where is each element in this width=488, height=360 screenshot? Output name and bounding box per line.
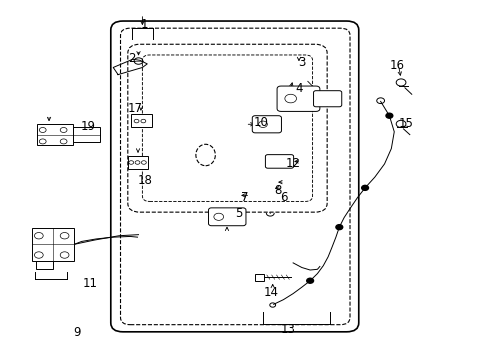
FancyBboxPatch shape [111, 21, 358, 332]
Text: 8: 8 [273, 184, 281, 197]
Text: 11: 11 [82, 277, 97, 290]
Text: 19: 19 [80, 120, 95, 133]
FancyBboxPatch shape [127, 44, 326, 212]
Circle shape [335, 225, 342, 230]
Bar [255, 274, 264, 281]
Bar [37, 124, 73, 145]
Bar [73, 127, 100, 142]
Circle shape [306, 278, 313, 283]
Bar [131, 113, 151, 127]
Text: 2: 2 [128, 52, 135, 65]
Text: 16: 16 [389, 59, 405, 72]
Text: 7: 7 [240, 192, 248, 204]
Text: 17: 17 [127, 102, 142, 115]
FancyBboxPatch shape [252, 116, 281, 133]
FancyBboxPatch shape [208, 208, 245, 226]
Text: 15: 15 [398, 117, 412, 130]
Text: 13: 13 [280, 323, 295, 336]
Text: 5: 5 [235, 207, 242, 220]
FancyBboxPatch shape [313, 91, 341, 107]
Bar [127, 156, 148, 169]
Bar [36, 261, 53, 269]
Text: 3: 3 [298, 55, 305, 69]
FancyBboxPatch shape [277, 86, 319, 111]
Text: 10: 10 [254, 116, 268, 129]
Bar [31, 228, 74, 261]
Text: 1: 1 [141, 18, 148, 31]
Text: 9: 9 [73, 327, 81, 339]
Text: 4: 4 [295, 82, 302, 95]
Circle shape [361, 185, 368, 190]
Text: 12: 12 [285, 157, 300, 170]
Circle shape [385, 113, 392, 118]
Text: 14: 14 [263, 286, 278, 299]
Text: 6: 6 [279, 192, 286, 204]
FancyBboxPatch shape [265, 155, 293, 168]
Text: 18: 18 [137, 174, 152, 187]
